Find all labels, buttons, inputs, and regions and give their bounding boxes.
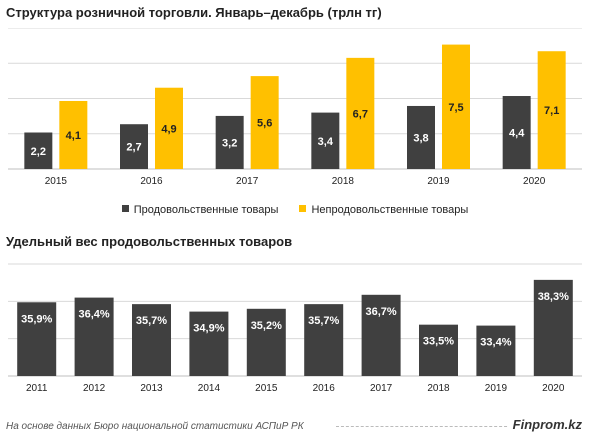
legend-label-nonfood: Непродовольственные товары [311, 204, 469, 216]
bar-nonfood-2018 [346, 57, 375, 169]
data-label: 36,7% [365, 306, 396, 318]
data-label: 3,8 [413, 132, 428, 144]
footer: На основе данных Бюро национальной стати… [6, 417, 584, 437]
food-share-chart: 35,9% 2011 36,4% 2012 35,7% 2013 34,9% 2014 35,2… [8, 263, 582, 394]
x-tick-label: 2019 [485, 383, 508, 394]
x-tick-label: 2017 [236, 176, 259, 187]
legend-item-food: Продовольственные товары [121, 204, 279, 216]
bar-food-2020 [502, 96, 531, 169]
data-label: 3,4 [318, 136, 334, 148]
x-tick-label: 2017 [370, 383, 393, 394]
data-label: 5,6 [257, 118, 272, 130]
bar-share-2015 [246, 308, 286, 376]
x-tick-label: 2015 [255, 383, 278, 394]
bar-share-2012 [74, 297, 114, 376]
bar-food-2019 [407, 105, 435, 169]
bar-share-2017 [361, 294, 401, 376]
data-label: 36,4% [78, 309, 109, 321]
retail-structure-chart: 2,2 4,1 2015 2,7 4,9 2016 3,2 5,6 2017 3,4 6,7 2018… [8, 28, 582, 187]
data-label: 33,4% [480, 337, 511, 349]
data-label: 34,9% [193, 323, 224, 335]
x-tick-label: 2013 [140, 383, 163, 394]
data-label: 4,4 [509, 128, 525, 140]
legend-swatch-food [121, 205, 129, 212]
data-label: 33,5% [423, 336, 454, 348]
data-label: 2,7 [126, 142, 141, 154]
chart1-title: Структура розничной торговли. Январь–дек… [6, 5, 382, 20]
x-tick-label: 2012 [83, 383, 106, 394]
bar-share-2016 [304, 304, 344, 376]
bar-share-2011 [17, 302, 57, 376]
bar-food-2017 [215, 115, 244, 169]
x-tick-label: 2019 [427, 176, 450, 187]
chart2-title: Удельный вес продовольственных товаров [6, 234, 293, 249]
bar-food-2016 [120, 124, 148, 169]
x-tick-label: 2011 [26, 383, 48, 394]
data-label: 35,9% [21, 313, 52, 325]
bar-share-2013 [132, 304, 171, 376]
footer-divider [336, 426, 512, 427]
source-note: На основе данных Бюро национальной стати… [6, 421, 304, 432]
legend-item-nonfood: Непродовольственные товары [299, 204, 468, 216]
bar-nonfood-2020 [537, 51, 566, 170]
bar-share-2014 [189, 311, 229, 376]
bar-nonfood-2017 [250, 76, 279, 169]
x-tick-label: 2016 [140, 176, 163, 187]
x-tick-label: 2020 [542, 383, 565, 394]
data-label: 4,9 [161, 123, 176, 135]
x-tick-label: 2018 [427, 383, 450, 394]
data-label: 7,1 [544, 105, 559, 117]
data-label: 4,1 [66, 130, 81, 142]
bar-nonfood-2016 [155, 87, 183, 169]
data-label: 38,3% [538, 291, 569, 303]
bar-nonfood-2019 [442, 44, 470, 169]
data-label: 35,7% [136, 315, 167, 327]
data-label: 7,5 [448, 102, 463, 114]
data-label: 2,2 [31, 146, 46, 158]
x-tick-label: 2018 [332, 176, 355, 187]
x-tick-label: 2016 [313, 383, 336, 394]
legend-swatch-nonfood [299, 205, 307, 212]
x-tick-label: 2014 [198, 383, 221, 394]
data-label: 6,7 [353, 108, 368, 120]
x-tick-label: 2015 [45, 176, 68, 187]
legend-label-food: Продовольственные товары [133, 204, 279, 216]
bar-share-2020 [533, 279, 573, 376]
brand-logo: Finprom.kz [508, 417, 582, 432]
data-label: 35,7% [308, 315, 339, 327]
data-label: 35,2% [251, 320, 282, 332]
bar-share-2019 [476, 325, 516, 376]
bar-food-2015 [24, 132, 53, 169]
data-label: 3,2 [222, 137, 237, 149]
bar-food-2018 [311, 112, 340, 169]
x-tick-label: 2020 [523, 176, 546, 187]
chart1-legend: Продовольственные товары Непродовольстве… [0, 204, 590, 216]
bar-share-2018 [419, 324, 458, 376]
bar-nonfood-2015 [59, 100, 88, 169]
